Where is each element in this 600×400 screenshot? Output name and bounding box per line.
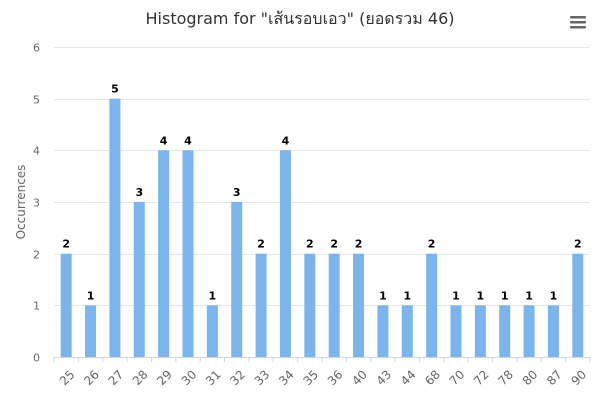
x-tick-label: 43 bbox=[374, 367, 395, 388]
data-label: 1 bbox=[403, 289, 411, 302]
y-tick-label: 5 bbox=[33, 94, 40, 107]
bar[interactable] bbox=[60, 253, 72, 357]
bar[interactable] bbox=[474, 305, 486, 357]
data-label: 1 bbox=[87, 289, 95, 302]
chart-title: Histogram for "เส้นรอบเอว" (ยอดรวม 46) bbox=[146, 9, 455, 28]
data-label: 1 bbox=[550, 289, 558, 302]
bar[interactable] bbox=[572, 253, 584, 357]
data-label: 4 bbox=[184, 134, 192, 147]
data-label: 2 bbox=[306, 238, 314, 251]
data-label: 3 bbox=[135, 186, 143, 199]
bar[interactable] bbox=[231, 202, 243, 357]
bar[interactable] bbox=[109, 98, 121, 358]
data-labels: 2 1 5 3 4 4 1 3 2 4 2 2 2 1 1 2 1 1 1 1 1 2 bbox=[62, 83, 581, 303]
x-tick-label: 44 bbox=[398, 367, 419, 388]
y-tick-label: 1 bbox=[33, 300, 40, 313]
bar[interactable] bbox=[328, 253, 340, 357]
x-tick-label: 40 bbox=[349, 367, 370, 388]
x-tick-label: 28 bbox=[130, 367, 151, 388]
bar[interactable] bbox=[426, 253, 438, 357]
x-tick-label: 35 bbox=[300, 367, 321, 388]
bar[interactable] bbox=[304, 253, 316, 357]
x-tick-label: 87 bbox=[544, 367, 565, 388]
data-label: 1 bbox=[379, 289, 387, 302]
x-tick-label: 68 bbox=[422, 367, 443, 388]
x-tick-label: 30 bbox=[179, 367, 200, 388]
data-label: 5 bbox=[111, 83, 119, 96]
bar[interactable] bbox=[255, 253, 267, 357]
y-tick-label: 6 bbox=[33, 42, 40, 55]
data-label: 1 bbox=[501, 289, 509, 302]
bar[interactable] bbox=[450, 305, 462, 357]
x-tick-label: 90 bbox=[568, 367, 589, 388]
bar[interactable] bbox=[279, 150, 291, 357]
data-label: 1 bbox=[477, 289, 485, 302]
y-tick-label: 3 bbox=[33, 197, 40, 210]
bar[interactable] bbox=[377, 305, 389, 357]
y-tick-label: 0 bbox=[33, 352, 40, 365]
bars bbox=[60, 98, 584, 358]
y-tick-label: 4 bbox=[33, 145, 40, 158]
x-tick-label: 26 bbox=[81, 367, 102, 388]
bar[interactable] bbox=[499, 305, 511, 357]
x-tick-label: 80 bbox=[520, 367, 541, 388]
data-label: 1 bbox=[452, 289, 460, 302]
bar[interactable] bbox=[206, 305, 218, 357]
data-label: 3 bbox=[233, 186, 241, 199]
x-tick-label: 27 bbox=[106, 367, 127, 388]
x-tick-label: 78 bbox=[495, 367, 516, 388]
data-label: 1 bbox=[525, 289, 533, 302]
x-tick-label: 72 bbox=[471, 367, 492, 388]
data-label: 4 bbox=[282, 134, 290, 147]
x-tick-label: 32 bbox=[227, 367, 248, 388]
data-label: 2 bbox=[574, 238, 582, 251]
x-tick-label: 25 bbox=[57, 367, 78, 388]
x-tick-label: 31 bbox=[203, 367, 224, 388]
y-axis-label: Occurrences bbox=[14, 165, 28, 240]
bar[interactable] bbox=[401, 305, 413, 357]
data-label: 1 bbox=[209, 289, 217, 302]
bar[interactable] bbox=[133, 202, 145, 357]
data-label: 2 bbox=[355, 238, 363, 251]
x-tick-label: 36 bbox=[325, 367, 346, 388]
data-label: 2 bbox=[257, 238, 265, 251]
bar[interactable] bbox=[353, 253, 365, 357]
x-tick-label: 33 bbox=[252, 367, 273, 388]
x-tick-label: 29 bbox=[154, 367, 175, 388]
bar[interactable] bbox=[158, 150, 170, 357]
data-label: 2 bbox=[62, 238, 70, 251]
x-tick-label: 70 bbox=[447, 367, 468, 388]
data-label: 4 bbox=[160, 134, 168, 147]
hamburger-menu-icon[interactable] bbox=[570, 16, 586, 29]
data-label: 2 bbox=[330, 238, 338, 251]
x-axis-ticks: 25 26 27 28 29 30 31 32 33 34 35 36 40 43 44 68 70 72 78 80… bbox=[53, 357, 591, 388]
data-label: 2 bbox=[428, 238, 436, 251]
y-axis-ticks: 0 1 2 3 4 5 6 bbox=[33, 42, 40, 365]
x-tick-label: 34 bbox=[276, 367, 297, 388]
bar[interactable] bbox=[85, 305, 97, 357]
y-tick-label: 2 bbox=[33, 249, 40, 262]
bar[interactable] bbox=[547, 305, 559, 357]
bar[interactable] bbox=[523, 305, 535, 357]
bar[interactable] bbox=[182, 150, 194, 357]
